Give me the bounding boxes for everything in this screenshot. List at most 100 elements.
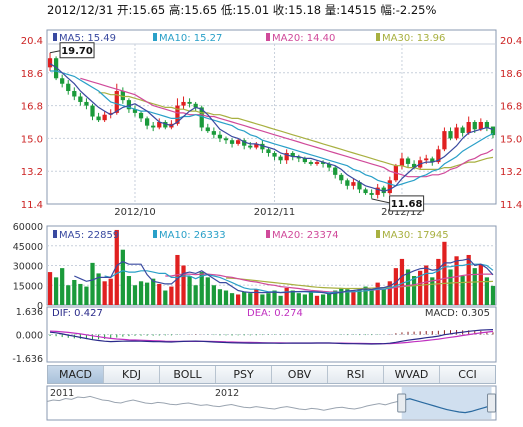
candle-body xyxy=(424,158,429,161)
volume-bar xyxy=(290,290,295,305)
volume-bar xyxy=(60,268,65,305)
ma30-line xyxy=(98,92,494,170)
volume-bar xyxy=(405,269,411,305)
price-ytick-right: 13.2 xyxy=(500,167,522,178)
price-ytick-right: 15.0 xyxy=(500,134,522,145)
dea-label: DEA: 0.274 xyxy=(247,308,303,319)
candle-body xyxy=(363,189,368,194)
candle-body xyxy=(236,140,241,144)
navigator-year-label: 2012 xyxy=(215,388,239,399)
volume-bar xyxy=(472,268,477,305)
candle-body xyxy=(254,143,259,148)
candle-body xyxy=(157,122,162,128)
volume-bar xyxy=(181,265,186,305)
navigator-window xyxy=(401,387,492,419)
high-box xyxy=(59,42,95,59)
candle-body xyxy=(72,91,77,97)
candle-body xyxy=(126,100,132,110)
volume-bar xyxy=(78,283,83,305)
price-xtick: 2012/10 xyxy=(114,207,156,218)
navigator-left-handle[interactable] xyxy=(397,393,407,413)
tab-wvad[interactable]: WVAD xyxy=(384,366,440,383)
volume-bar xyxy=(66,285,71,305)
volume-bar xyxy=(320,294,326,305)
candle-body xyxy=(144,118,150,126)
candle-body xyxy=(436,149,441,163)
volume-bar xyxy=(254,289,259,305)
price-xtick: 2012/11 xyxy=(254,207,296,218)
tab-psy[interactable]: PSY xyxy=(216,366,272,383)
tab-rsi[interactable]: RSI xyxy=(328,366,384,383)
candle-body xyxy=(351,182,356,186)
volume-ytick: 60000 xyxy=(13,222,43,233)
tab-macd[interactable]: MACD xyxy=(48,366,104,383)
volume-bar xyxy=(375,282,380,305)
candle-body xyxy=(60,78,65,84)
volume-bar xyxy=(460,276,465,305)
candle-body xyxy=(199,107,204,128)
candle-body xyxy=(296,156,301,159)
candle-body xyxy=(66,83,71,92)
legend-swatch-ma5 xyxy=(53,33,57,41)
candle-body xyxy=(442,131,447,150)
price-frame xyxy=(46,29,497,205)
volume-bar xyxy=(211,285,216,305)
volume-ytick: 0 xyxy=(37,301,43,312)
candle-body xyxy=(320,162,326,164)
candle-body xyxy=(260,143,265,150)
volume-bar xyxy=(357,289,362,305)
volume-bar xyxy=(302,294,307,305)
volume-bar xyxy=(138,281,144,305)
tab-kdj[interactable]: KDJ xyxy=(104,366,160,383)
volume-bar xyxy=(242,291,247,305)
candle-body xyxy=(375,187,380,195)
volume-bar xyxy=(199,272,204,305)
candle-body xyxy=(120,91,125,101)
volume-bar xyxy=(114,229,119,305)
candle-body xyxy=(193,103,198,108)
volume-bar xyxy=(430,277,435,305)
candle-body xyxy=(339,174,344,181)
volume-bar xyxy=(72,279,77,305)
legend-ma20: MA20: 14.40 xyxy=(272,33,335,44)
volume-bar xyxy=(175,254,180,305)
candle-body xyxy=(460,127,465,133)
high-label: 19.70 xyxy=(61,46,93,57)
price-ytick-left: 18.6 xyxy=(21,69,43,80)
candle-body xyxy=(448,131,453,139)
vol-legend-swatch-ma20 xyxy=(266,230,270,238)
vol-ma30-line xyxy=(225,277,494,290)
tab-boll[interactable]: BOLL xyxy=(160,366,216,383)
price-ytick-right: 16.8 xyxy=(500,102,522,113)
volume-bar xyxy=(187,276,192,305)
candle-body xyxy=(90,105,95,117)
volume-bar xyxy=(484,277,490,305)
volume-bar xyxy=(132,285,138,305)
volume-ytick: 30000 xyxy=(13,262,43,273)
volume-bar xyxy=(53,277,59,305)
candle-body xyxy=(151,125,156,128)
volume-bar xyxy=(47,272,53,305)
candle-body xyxy=(399,158,405,166)
volume-bar xyxy=(278,295,283,305)
tab-cci[interactable]: CCI xyxy=(440,366,495,383)
volume-bar xyxy=(169,286,174,305)
volume-bar xyxy=(296,293,301,305)
volume-bar xyxy=(363,286,368,305)
candle-body xyxy=(163,122,168,128)
candle-body xyxy=(102,114,107,121)
legend-ma30: MA30: 13.96 xyxy=(382,33,445,44)
navigator-panel[interactable]: 2011 2012 xyxy=(46,385,497,421)
navigator-right-handle[interactable] xyxy=(487,393,497,413)
tab-obv[interactable]: OBV xyxy=(272,366,328,383)
volume-bar xyxy=(229,293,235,305)
volume-panel: 60000 45000 30000 15000 0 MA5: 22859 MA10: 263… xyxy=(13,222,497,312)
volume-bar xyxy=(308,291,314,305)
candle-body xyxy=(284,152,289,161)
candle-body xyxy=(278,156,283,161)
volume-ytick: 45000 xyxy=(13,242,43,253)
indicator-tabs: MACD KDJ BOLL PSY OBV RSI WVAD CCI xyxy=(47,365,496,384)
volume-bar xyxy=(448,269,453,305)
low-label: 11.68 xyxy=(391,199,423,210)
candle-body xyxy=(327,163,332,168)
